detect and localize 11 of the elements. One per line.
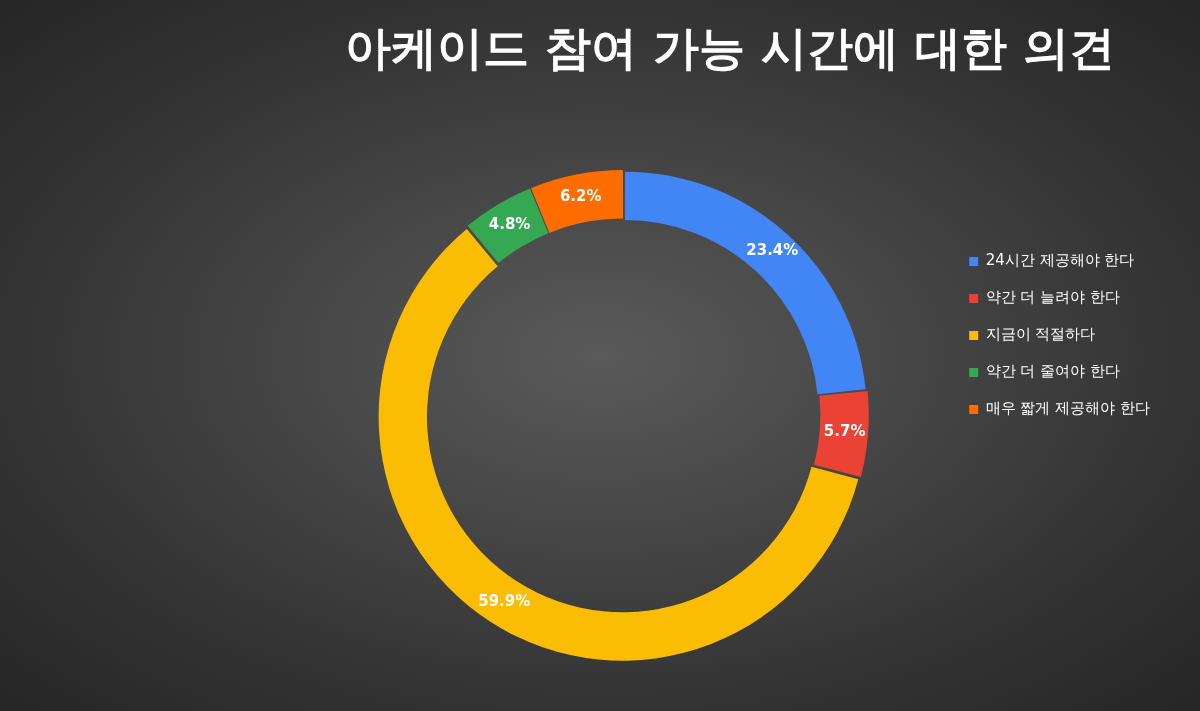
legend-label: 약간 더 늘려야 한다 (985, 288, 1121, 307)
chart-title: 아케이드 참여 가능 시간에 대한 의견 (344, 20, 1116, 75)
legend-label: 24시간 제공해야 한다 (985, 251, 1135, 270)
data-label: 6.2% (559, 187, 602, 206)
data-label: 4.8% (488, 214, 531, 233)
data-label: 59.9% (478, 591, 531, 610)
legend-label: 매우 짧게 제공해야 한다 (985, 399, 1151, 418)
data-label: 5.7% (823, 422, 866, 441)
data-label: 23.4% (746, 240, 799, 259)
legend-label: 지금이 적절하다 (985, 325, 1096, 344)
legend-label: 약간 더 줄여야 한다 (985, 362, 1121, 381)
